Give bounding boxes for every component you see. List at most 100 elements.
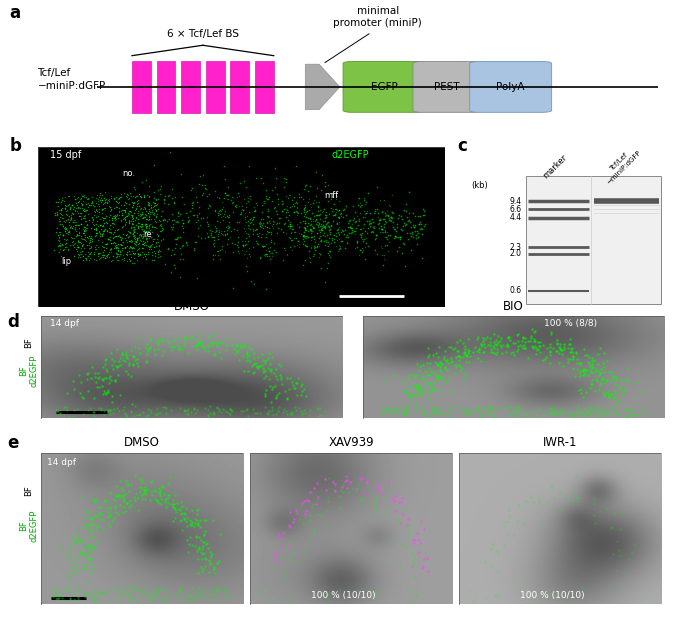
Point <box>328 230 339 240</box>
Point <box>225 404 236 414</box>
Point <box>266 197 277 206</box>
Point <box>391 246 402 256</box>
Point <box>133 361 144 371</box>
Point <box>101 211 112 221</box>
Point <box>205 547 216 557</box>
Point <box>432 370 443 380</box>
Point <box>320 222 331 232</box>
Point <box>76 243 87 253</box>
Point <box>191 594 202 604</box>
Point <box>473 332 484 342</box>
Point <box>81 223 92 233</box>
Point <box>301 180 312 190</box>
Point <box>430 409 441 419</box>
Point <box>313 217 324 227</box>
Point <box>109 513 120 523</box>
Point <box>261 194 272 204</box>
Point <box>71 536 82 546</box>
Point <box>92 228 103 237</box>
Point <box>491 339 502 348</box>
Point <box>384 408 395 418</box>
Point <box>132 249 143 259</box>
Point <box>307 502 318 512</box>
Point <box>603 583 614 593</box>
Point <box>106 213 117 223</box>
Point <box>440 361 451 371</box>
Point <box>116 188 127 198</box>
Point <box>210 568 221 578</box>
Point <box>132 333 143 343</box>
Point <box>60 218 71 228</box>
Point <box>481 405 492 415</box>
Point <box>380 232 391 242</box>
Point <box>266 366 277 376</box>
Point <box>68 251 79 261</box>
Point <box>123 246 134 255</box>
Point <box>456 363 467 373</box>
Point <box>151 209 162 219</box>
Point <box>73 208 84 218</box>
Point <box>77 255 88 265</box>
Point <box>82 531 92 541</box>
Point <box>61 402 72 412</box>
Point <box>140 249 151 259</box>
Point <box>101 198 112 208</box>
Point <box>201 538 212 547</box>
Point <box>564 410 575 420</box>
Point <box>166 342 177 352</box>
Point <box>144 242 155 252</box>
Point <box>75 536 86 546</box>
Point <box>188 402 199 412</box>
Point <box>266 384 277 394</box>
Point <box>544 402 555 412</box>
Point <box>347 202 358 211</box>
Point <box>304 254 315 264</box>
Point <box>184 520 195 530</box>
Point <box>345 222 356 232</box>
Point <box>419 554 430 564</box>
Point <box>119 243 130 253</box>
Point <box>403 391 414 401</box>
Point <box>261 355 272 365</box>
Point <box>323 590 334 600</box>
Point <box>64 221 75 231</box>
Point <box>508 350 519 360</box>
Point <box>268 223 279 233</box>
Point <box>282 207 293 217</box>
Point <box>372 182 383 192</box>
Point <box>175 591 186 601</box>
Point <box>443 404 453 414</box>
Point <box>90 219 101 229</box>
Point <box>96 374 107 384</box>
Point <box>290 161 301 171</box>
Point <box>114 247 125 257</box>
Point <box>66 208 77 218</box>
Point <box>601 388 612 398</box>
Point <box>258 215 269 224</box>
Point <box>409 552 420 562</box>
Point <box>82 370 92 379</box>
Point <box>276 206 287 216</box>
Point <box>275 593 286 603</box>
Point <box>325 203 336 213</box>
Point <box>255 590 266 600</box>
Point <box>386 211 397 221</box>
Point <box>150 213 161 223</box>
Point <box>86 200 97 210</box>
Point <box>262 409 273 419</box>
Point <box>102 405 113 415</box>
Point <box>120 207 131 217</box>
Point <box>373 218 384 228</box>
Point <box>367 227 378 237</box>
Point <box>579 409 590 419</box>
Point <box>64 575 75 585</box>
Point <box>425 385 436 395</box>
Point <box>140 226 151 236</box>
Point <box>583 358 594 368</box>
Point <box>219 591 230 601</box>
Point <box>249 212 260 222</box>
Point <box>91 216 102 226</box>
Point <box>409 560 420 570</box>
Point <box>301 226 312 236</box>
Point <box>578 365 589 374</box>
